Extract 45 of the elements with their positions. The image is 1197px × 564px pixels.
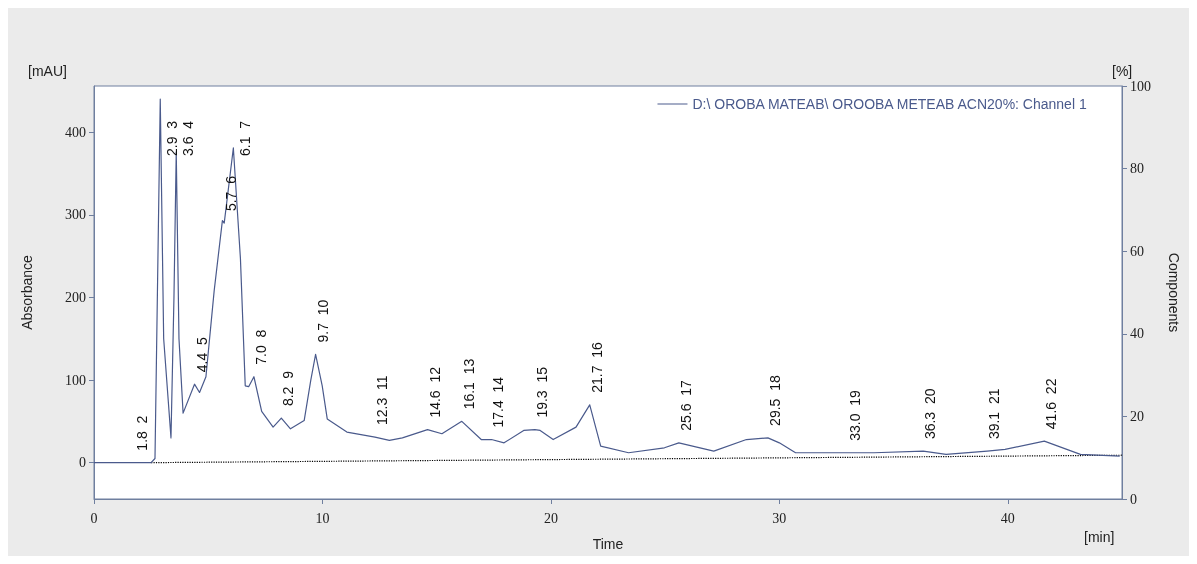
annotation: 8.2 9 [280,370,297,407]
annotation: 1.8 2 [134,415,151,451]
y2-tick-label: 0 [1130,491,1137,507]
annotation: 36.3 20 [922,388,939,440]
y2-tick-label: 60 [1130,243,1144,259]
x-tick-label: 10 [315,510,330,526]
annotation: 29.5 18 [766,375,783,426]
x-tick-label: 40 [1000,510,1015,526]
annotation: 6.1 7 [237,120,254,156]
annotation: 4.4 5 [193,336,210,373]
annotation: 21.7 16 [588,342,605,393]
annotation: 2.9 3 [164,120,181,156]
y2-tick-label: 80 [1130,161,1144,177]
annotation: 5.7 6 [223,175,240,212]
text: [%] [1112,63,1133,79]
y2-tick-label: 20 [1130,408,1144,424]
x-tick-label: 20 [543,510,558,526]
annotation: 9.7 10 [314,299,331,343]
annotation: 12.3 11 [373,375,390,426]
line-series [93,98,1121,464]
x-tick-label: 0 [90,510,98,526]
legend-label: D:\ OROBA MATEAB\ OROOBA METEAB ACN20%: Channel 1 [692,96,1087,112]
y-axis-title: Absorbance [19,254,35,330]
annotation: 17.4 14 [490,376,507,428]
y2-axis-title: Components [1166,252,1182,333]
y-tick-label: 100 [65,372,86,388]
x-tick-label: 30 [772,510,787,526]
annotation: 14.6 12 [426,366,443,418]
y-tick-label: 400 [65,124,86,140]
annotation: 25.6 17 [677,380,694,431]
y-tick-label: 300 [65,207,86,223]
text: [mAU] [28,63,67,79]
y-tick-label: 0 [79,455,86,471]
annotation: 7.0 8 [252,329,269,365]
text: [min] [1084,529,1115,545]
x-axis-title: Time [592,536,624,552]
annotation: 41.6 22 [1043,378,1060,430]
y-tick-label: 200 [65,289,86,305]
annotation: 19.3 15 [533,366,550,418]
annotation: 16.1 13 [460,358,477,410]
annotation: 39.1 21 [986,388,1003,440]
annotation: 3.6 4 [180,120,197,156]
y2-tick-label: 100 [1130,78,1151,94]
y2-tick-label: 40 [1130,326,1144,342]
annotation: 33.0 19 [846,389,863,441]
